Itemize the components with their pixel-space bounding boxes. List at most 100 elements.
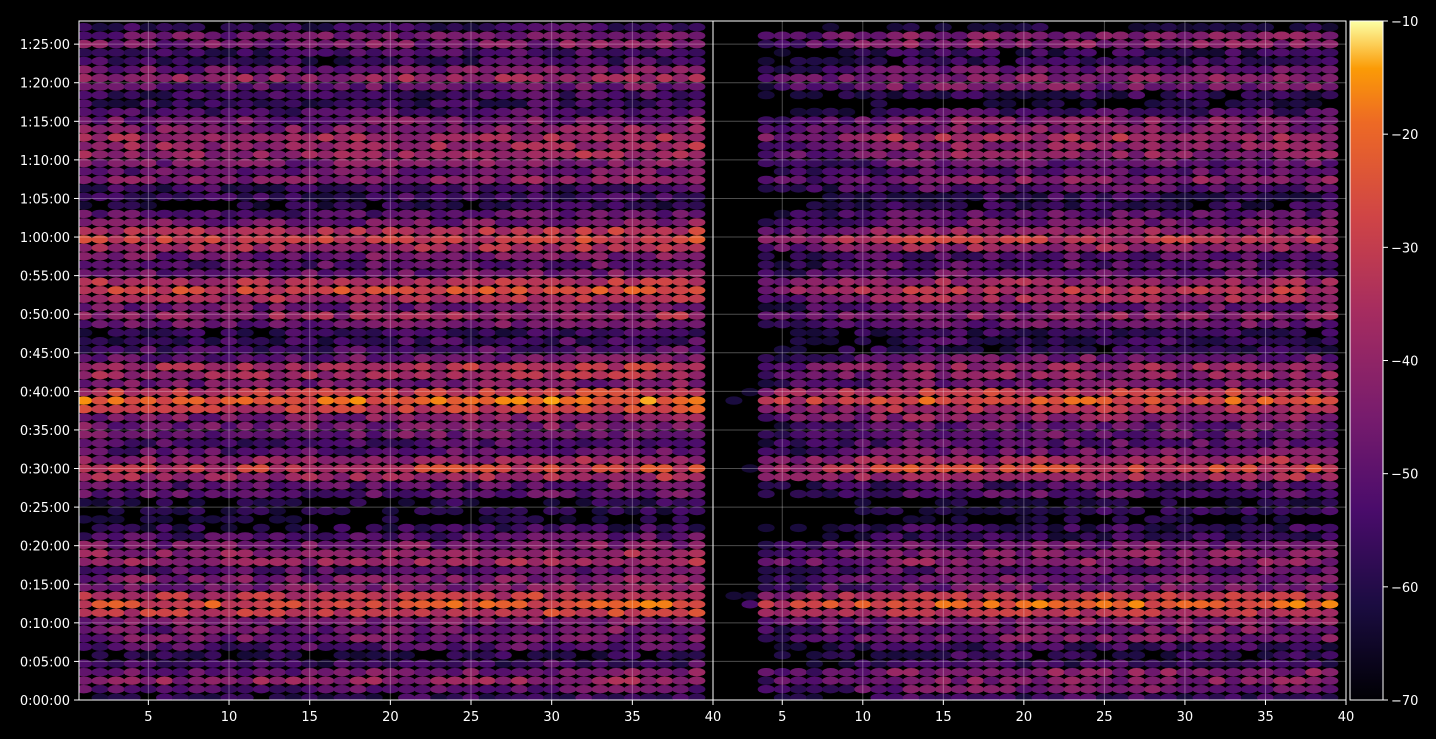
heatmap-cell xyxy=(1289,421,1307,431)
heatmap-cell xyxy=(1224,566,1242,575)
heatmap-cell xyxy=(688,107,706,117)
heatmap-cell xyxy=(902,379,920,388)
heatmap-cell xyxy=(1257,685,1274,694)
heatmap-cell xyxy=(1079,413,1097,422)
heatmap-cell xyxy=(1160,642,1178,651)
heatmap-cell xyxy=(527,65,544,74)
heatmap-cell xyxy=(91,430,109,439)
heatmap-cell xyxy=(478,413,496,422)
heatmap-cell xyxy=(838,617,856,626)
heatmap-cell xyxy=(285,39,303,49)
heatmap-cell xyxy=(494,337,512,346)
heatmap-cell xyxy=(607,286,625,295)
heatmap-cell xyxy=(967,337,984,346)
heatmap-cell xyxy=(806,430,823,439)
heatmap-cell xyxy=(220,532,238,541)
heatmap-cell xyxy=(527,345,544,354)
heatmap-cell xyxy=(623,354,641,363)
heatmap-cell xyxy=(1015,523,1033,533)
heatmap-cell xyxy=(1273,438,1291,448)
heatmap-cell xyxy=(510,150,528,159)
heatmap-cell xyxy=(252,226,270,236)
heatmap-cell xyxy=(773,464,791,473)
heatmap-cell xyxy=(1305,286,1323,295)
heatmap-cell xyxy=(1208,506,1226,516)
heatmap-cell xyxy=(1095,464,1113,473)
heatmap-cell xyxy=(1015,294,1033,303)
heatmap-cell xyxy=(478,583,496,592)
heatmap-cell xyxy=(398,260,415,269)
heatmap-cell xyxy=(1112,617,1129,626)
heatmap-cell xyxy=(854,354,872,363)
heatmap-cell xyxy=(91,447,109,456)
heatmap-cell xyxy=(156,269,173,278)
heatmap-cell xyxy=(462,472,480,482)
heatmap-cell xyxy=(430,379,448,388)
heatmap-cell xyxy=(934,354,952,363)
heatmap-cell xyxy=(139,73,157,83)
heatmap-cell xyxy=(301,625,319,634)
heatmap-cell xyxy=(672,608,690,617)
heatmap-cell xyxy=(950,396,968,405)
heatmap-cell xyxy=(640,133,657,142)
heatmap-cell xyxy=(220,56,238,66)
heatmap-cell xyxy=(575,65,593,74)
heatmap-cell xyxy=(285,133,303,142)
heatmap-cell xyxy=(838,269,856,278)
heatmap-cell xyxy=(156,668,173,677)
heatmap-cell xyxy=(656,413,674,422)
heatmap-cell xyxy=(172,260,190,269)
heatmap-cell xyxy=(1176,345,1194,354)
heatmap-cell xyxy=(1240,354,1258,363)
heatmap-cell xyxy=(446,413,464,422)
heatmap-cell xyxy=(672,379,690,388)
heatmap-cell xyxy=(1257,303,1274,312)
heatmap-cell xyxy=(365,362,383,371)
heatmap-cell xyxy=(349,566,367,575)
heatmap-cell xyxy=(1273,515,1291,524)
heatmap-cell xyxy=(188,90,206,100)
heatmap-cell xyxy=(983,685,1001,694)
heatmap-cell xyxy=(806,549,823,558)
heatmap-cell xyxy=(789,354,807,363)
heatmap-cell xyxy=(398,498,415,507)
heatmap-cell xyxy=(838,303,856,312)
heatmap-cell xyxy=(983,252,1001,261)
heatmap-cell xyxy=(1224,311,1242,320)
heatmap-cell xyxy=(559,583,577,592)
heatmap-cell xyxy=(886,557,904,567)
heatmap-cell xyxy=(1257,566,1274,575)
heatmap-cell xyxy=(559,184,577,193)
heatmap-cell xyxy=(1128,549,1146,558)
heatmap-cell xyxy=(494,252,512,261)
heatmap-cell xyxy=(838,413,856,422)
heatmap-cell xyxy=(478,337,496,346)
heatmap-cell xyxy=(79,362,93,371)
heatmap-cell xyxy=(854,617,872,626)
heatmap-cell xyxy=(789,371,807,380)
heatmap-cell xyxy=(591,73,609,83)
heatmap-cell xyxy=(414,447,432,456)
heatmap-cell xyxy=(172,286,190,295)
heatmap-cell xyxy=(446,150,464,159)
heatmap-cell xyxy=(1079,625,1097,634)
heatmap-cell xyxy=(188,421,206,431)
heatmap-cell xyxy=(757,303,775,312)
heatmap-cell xyxy=(414,192,432,202)
heatmap-cell xyxy=(381,320,399,329)
heatmap-cell xyxy=(188,685,206,694)
heatmap-cell xyxy=(902,311,920,320)
heatmap-cell xyxy=(1176,617,1194,626)
heatmap-cell xyxy=(967,600,984,609)
heatmap-cell xyxy=(838,625,856,634)
heatmap-cell xyxy=(1160,226,1178,236)
heatmap-cell xyxy=(1160,235,1178,244)
heatmap-cell xyxy=(430,523,448,533)
heatmap-cell xyxy=(918,515,936,524)
heatmap-cell xyxy=(656,354,674,363)
heatmap-cell xyxy=(317,48,335,57)
heatmap-cell xyxy=(789,464,807,473)
heatmap-cell xyxy=(543,506,561,516)
heatmap-cell xyxy=(365,685,383,694)
heatmap-cell xyxy=(1321,600,1339,609)
